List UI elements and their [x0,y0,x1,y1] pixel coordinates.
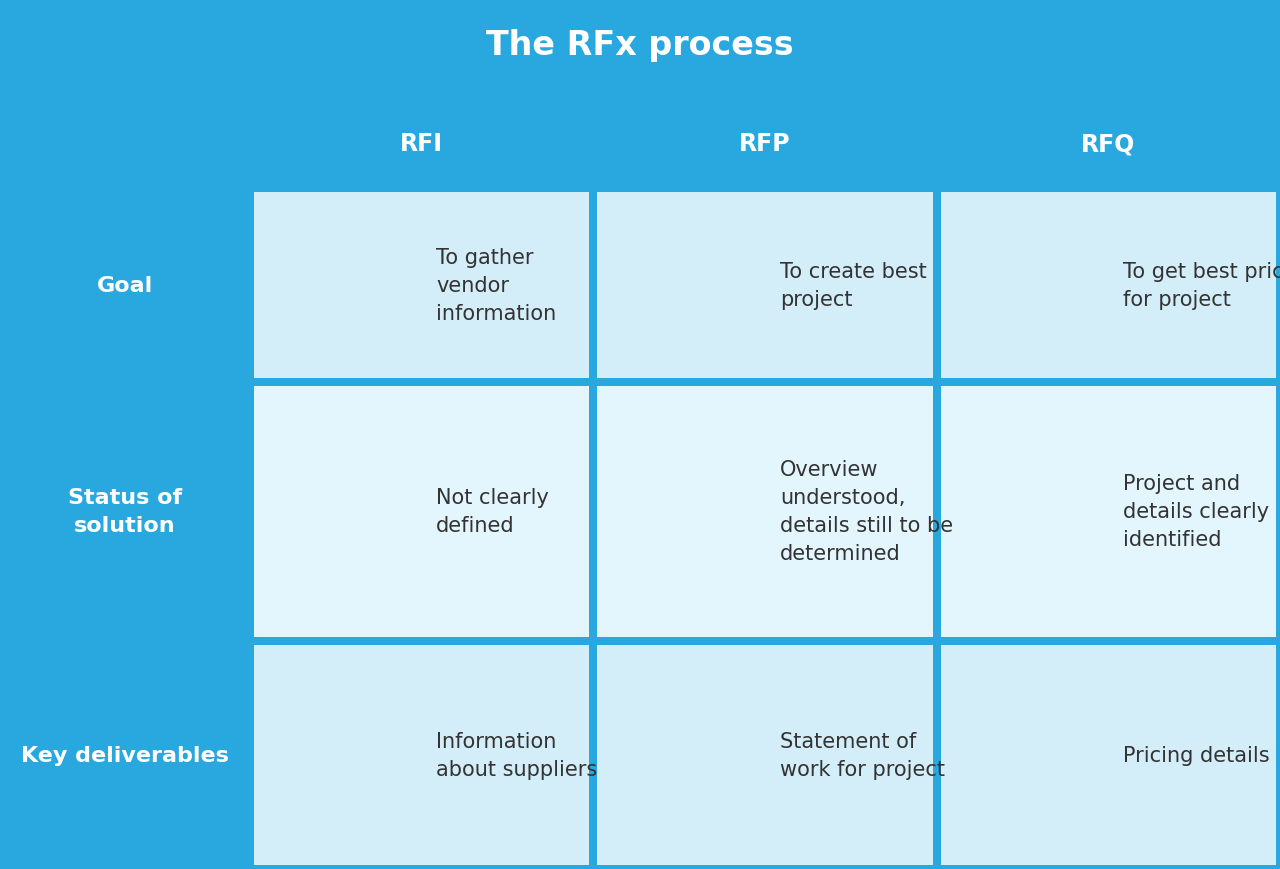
Bar [596,192,933,378]
Text: Project and
details clearly
identified: Project and details clearly identified [1124,474,1270,549]
Bar [4,645,246,865]
Bar [253,104,589,184]
Text: Goal: Goal [97,275,152,295]
Bar [253,387,589,637]
Bar [596,387,933,637]
Text: To gather
vendor
information: To gather vendor information [436,248,557,323]
Text: Pricing details: Pricing details [1124,745,1270,765]
Text: Status of
solution: Status of solution [68,488,182,535]
Bar [941,645,1276,865]
Bar [941,192,1276,378]
Text: To get best price
for project: To get best price for project [1124,262,1280,309]
Text: To create best
project: To create best project [780,262,927,309]
Text: Overview
understood,
details still to be
determined: Overview understood, details still to be… [780,460,952,564]
Bar [253,192,589,378]
Bar [4,387,246,637]
Bar [596,104,933,184]
Text: RFP: RFP [739,132,791,156]
Text: Statement of
work for project: Statement of work for project [780,731,945,779]
Text: RFI: RFI [399,132,443,156]
Text: Information
about suppliers: Information about suppliers [436,731,598,779]
Text: The RFx process: The RFx process [486,29,794,62]
Text: Not clearly
defined: Not clearly defined [436,488,549,535]
Bar [596,645,933,865]
Bar [941,387,1276,637]
Bar [941,104,1276,184]
Bar [0,0,1280,90]
Text: Key deliverables: Key deliverables [20,745,229,765]
Bar [253,645,589,865]
Bar [4,192,246,378]
Text: RFQ: RFQ [1082,132,1135,156]
Bar [4,104,246,184]
